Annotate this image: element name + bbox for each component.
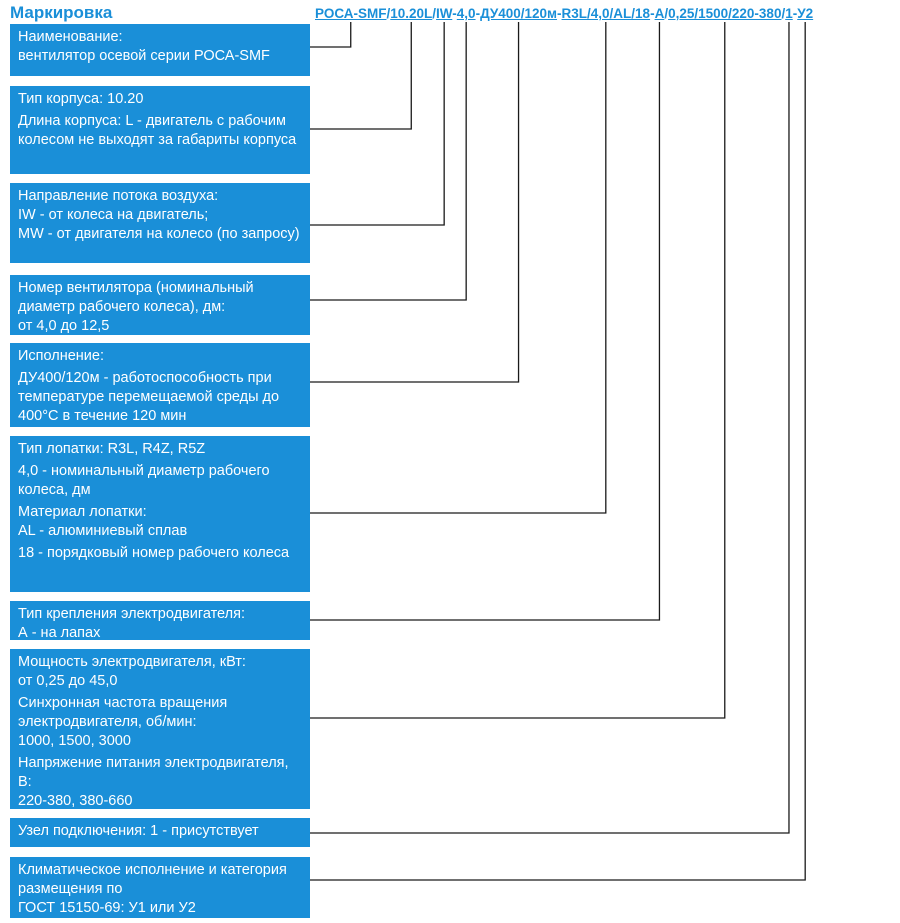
code-separator: / bbox=[781, 6, 786, 21]
connector bbox=[310, 22, 467, 301]
info-box: Направление потока воздуха: IW - от коле… bbox=[10, 183, 310, 263]
code-segment: А bbox=[654, 6, 665, 21]
box-text: Мощность электродвигателя, кВт: от 0,25 … bbox=[18, 654, 246, 689]
info-box: Климатическое исполнение и категория раз… bbox=[10, 857, 310, 918]
code-separator: - bbox=[650, 6, 655, 21]
code-segment: РОСА-SMF bbox=[315, 6, 387, 21]
info-box: Номер вентилятора (номинальный диаметр р… bbox=[10, 275, 310, 335]
info-box: Тип корпуса: 10.20 Длина корпуса: L - дви… bbox=[10, 86, 310, 174]
box-text: Исполнение: bbox=[18, 348, 105, 364]
code-segment: 1 bbox=[785, 6, 793, 21]
code-segment: ДУ400/120м bbox=[480, 6, 558, 21]
box-text: Синхронная частота вращения электродвига… bbox=[18, 695, 228, 749]
box-text: Наименование: вентилятор осевой серии РО… bbox=[18, 29, 270, 64]
info-box: Мощность электродвигателя, кВт: от 0,25 … bbox=[10, 649, 310, 809]
box-text: Напряжение питания электродвигателя, В: … bbox=[18, 755, 289, 809]
box-text: Узел подключения: 1 - присутствует bbox=[18, 823, 259, 839]
connector bbox=[310, 22, 352, 48]
code-segment: 0,25/1500/220-380 bbox=[668, 6, 782, 21]
box-text: Направление потока воздуха: IW - от коле… bbox=[18, 188, 300, 242]
code-segment: 10.20L bbox=[390, 6, 433, 21]
box-text: Материал лопатки: AL - алюминиевый сплав bbox=[18, 504, 188, 539]
connector bbox=[310, 22, 806, 881]
connector bbox=[310, 22, 661, 621]
code-segment: R3L/4,0/AL/18 bbox=[561, 6, 651, 21]
code-separator: / bbox=[386, 6, 391, 21]
info-box: Исполнение: ДУ400/120м - работоспособност… bbox=[10, 343, 310, 427]
box-text: Климатическое исполнение и категория раз… bbox=[18, 862, 287, 916]
info-box: Наименование: вентилятор осевой серии РО… bbox=[10, 24, 310, 76]
info-box: Тип лопатки: R3L, R4Z, R5Z 4,0 - номиналь… bbox=[10, 436, 310, 592]
connector bbox=[310, 22, 412, 130]
code-segment: У2 bbox=[797, 6, 814, 21]
connector bbox=[310, 22, 607, 514]
connector bbox=[310, 22, 445, 226]
code-separator: / bbox=[432, 6, 437, 21]
info-box: Тип крепления электродвигателя: А - на л… bbox=[10, 601, 310, 641]
connector bbox=[310, 22, 520, 383]
connector bbox=[310, 22, 726, 719]
code-separator: - bbox=[475, 6, 481, 21]
code-separator: - bbox=[452, 6, 457, 21]
box-text: Тип крепления электродвигателя: А - на л… bbox=[18, 606, 245, 641]
box-text: Длина корпуса: L - двигатель с рабочим к… bbox=[18, 113, 297, 148]
code: РОСА-SMF/10.20L/IW-4,0-ДУ400/120м-R3L/4,… bbox=[315, 6, 813, 21]
code-separator: / bbox=[664, 6, 669, 21]
box-text: Номер вентилятора (номинальный диаметр р… bbox=[18, 280, 254, 334]
box-text: 4,0 - номинальный диаметр рабочего колес… bbox=[18, 463, 270, 498]
info-box: Узел подключения: 1 - присутствует bbox=[10, 818, 310, 847]
code-separator: - bbox=[557, 6, 562, 21]
box-text: 18 - порядковый номер рабочего колеса bbox=[18, 545, 290, 561]
box-text: ДУ400/120м - работоспособность при темпе… bbox=[18, 370, 280, 424]
code-separator: - bbox=[792, 6, 798, 21]
box-text: Тип лопатки: R3L, R4Z, R5Z bbox=[18, 441, 206, 457]
code-segment: IW bbox=[436, 6, 453, 21]
code-segment: 4,0 bbox=[456, 6, 476, 21]
connector bbox=[310, 22, 790, 834]
title: Маркировка bbox=[10, 3, 113, 22]
box-text: Тип корпуса: 10.20 bbox=[18, 91, 144, 107]
